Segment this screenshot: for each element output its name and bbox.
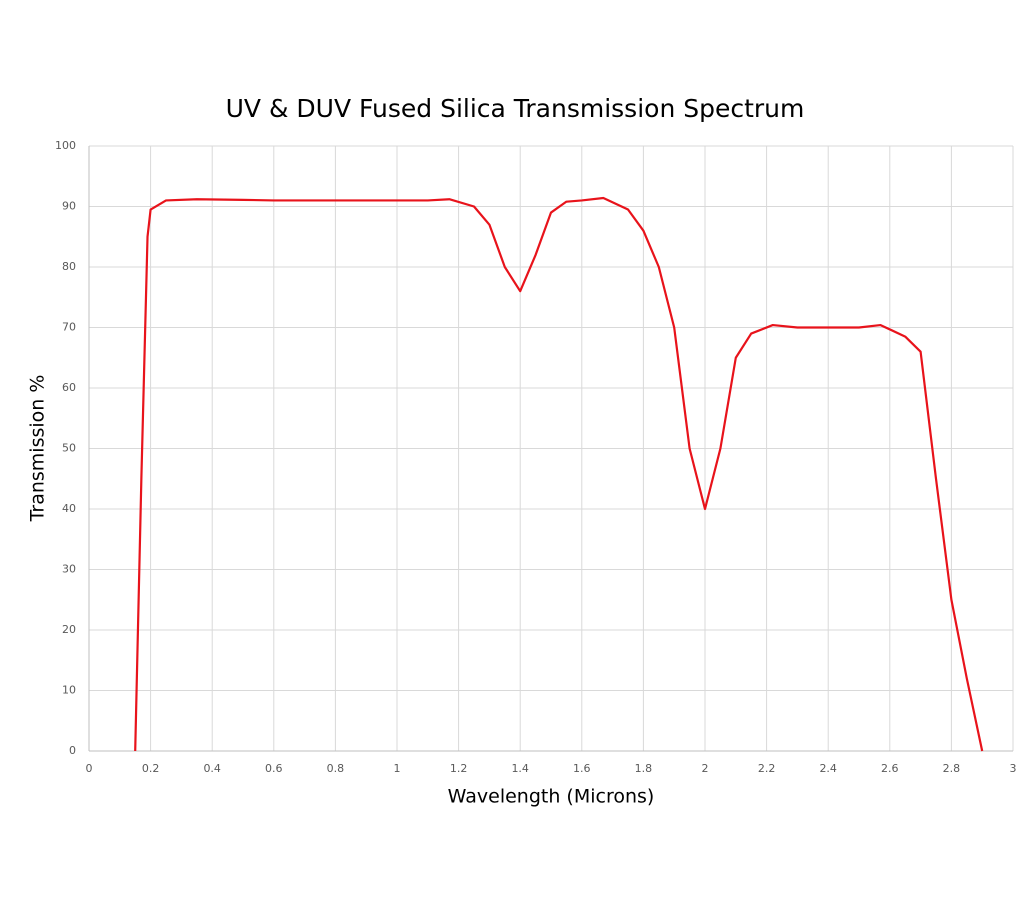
- x-tick-label: 0.8: [327, 762, 345, 775]
- x-tick-label: 1.6: [573, 762, 591, 775]
- y-tick-label: 90: [62, 200, 76, 213]
- x-tick-label: 1.2: [450, 762, 468, 775]
- x-tick-label: 3: [1010, 762, 1017, 775]
- x-tick-label: 1: [394, 762, 401, 775]
- y-tick-label: 100: [55, 139, 76, 152]
- chart-title: UV & DUV Fused Silica Transmission Spect…: [226, 94, 805, 123]
- y-tick-label: 40: [62, 502, 76, 515]
- x-tick-label: 0.2: [142, 762, 160, 775]
- y-tick-label: 30: [62, 563, 76, 576]
- y-tick-label: 50: [62, 442, 76, 455]
- x-tick-label: 2.2: [758, 762, 776, 775]
- y-tick-label: 10: [62, 684, 76, 697]
- x-tick-label: 2.4: [819, 762, 837, 775]
- x-tick-label: 2.6: [881, 762, 899, 775]
- x-tick-label: 2.8: [943, 762, 961, 775]
- y-tick-label: 0: [69, 744, 76, 757]
- y-tick-label: 20: [62, 623, 76, 636]
- y-tick-label: 80: [62, 260, 76, 273]
- x-tick-label: 1.4: [511, 762, 529, 775]
- x-tick-label: 0: [86, 762, 93, 775]
- x-tick-label: 0.6: [265, 762, 283, 775]
- x-tick-label: 0.4: [203, 762, 221, 775]
- data-line: [134, 196, 984, 752]
- x-tick-label: 2: [702, 762, 709, 775]
- y-tick-label: 60: [62, 381, 76, 394]
- y-tick-label: 70: [62, 321, 76, 334]
- x-axis-title: Wavelength (Microns): [448, 786, 655, 808]
- x-tick-label: 1.8: [635, 762, 653, 775]
- y-axis-title: Transmission %: [27, 375, 49, 523]
